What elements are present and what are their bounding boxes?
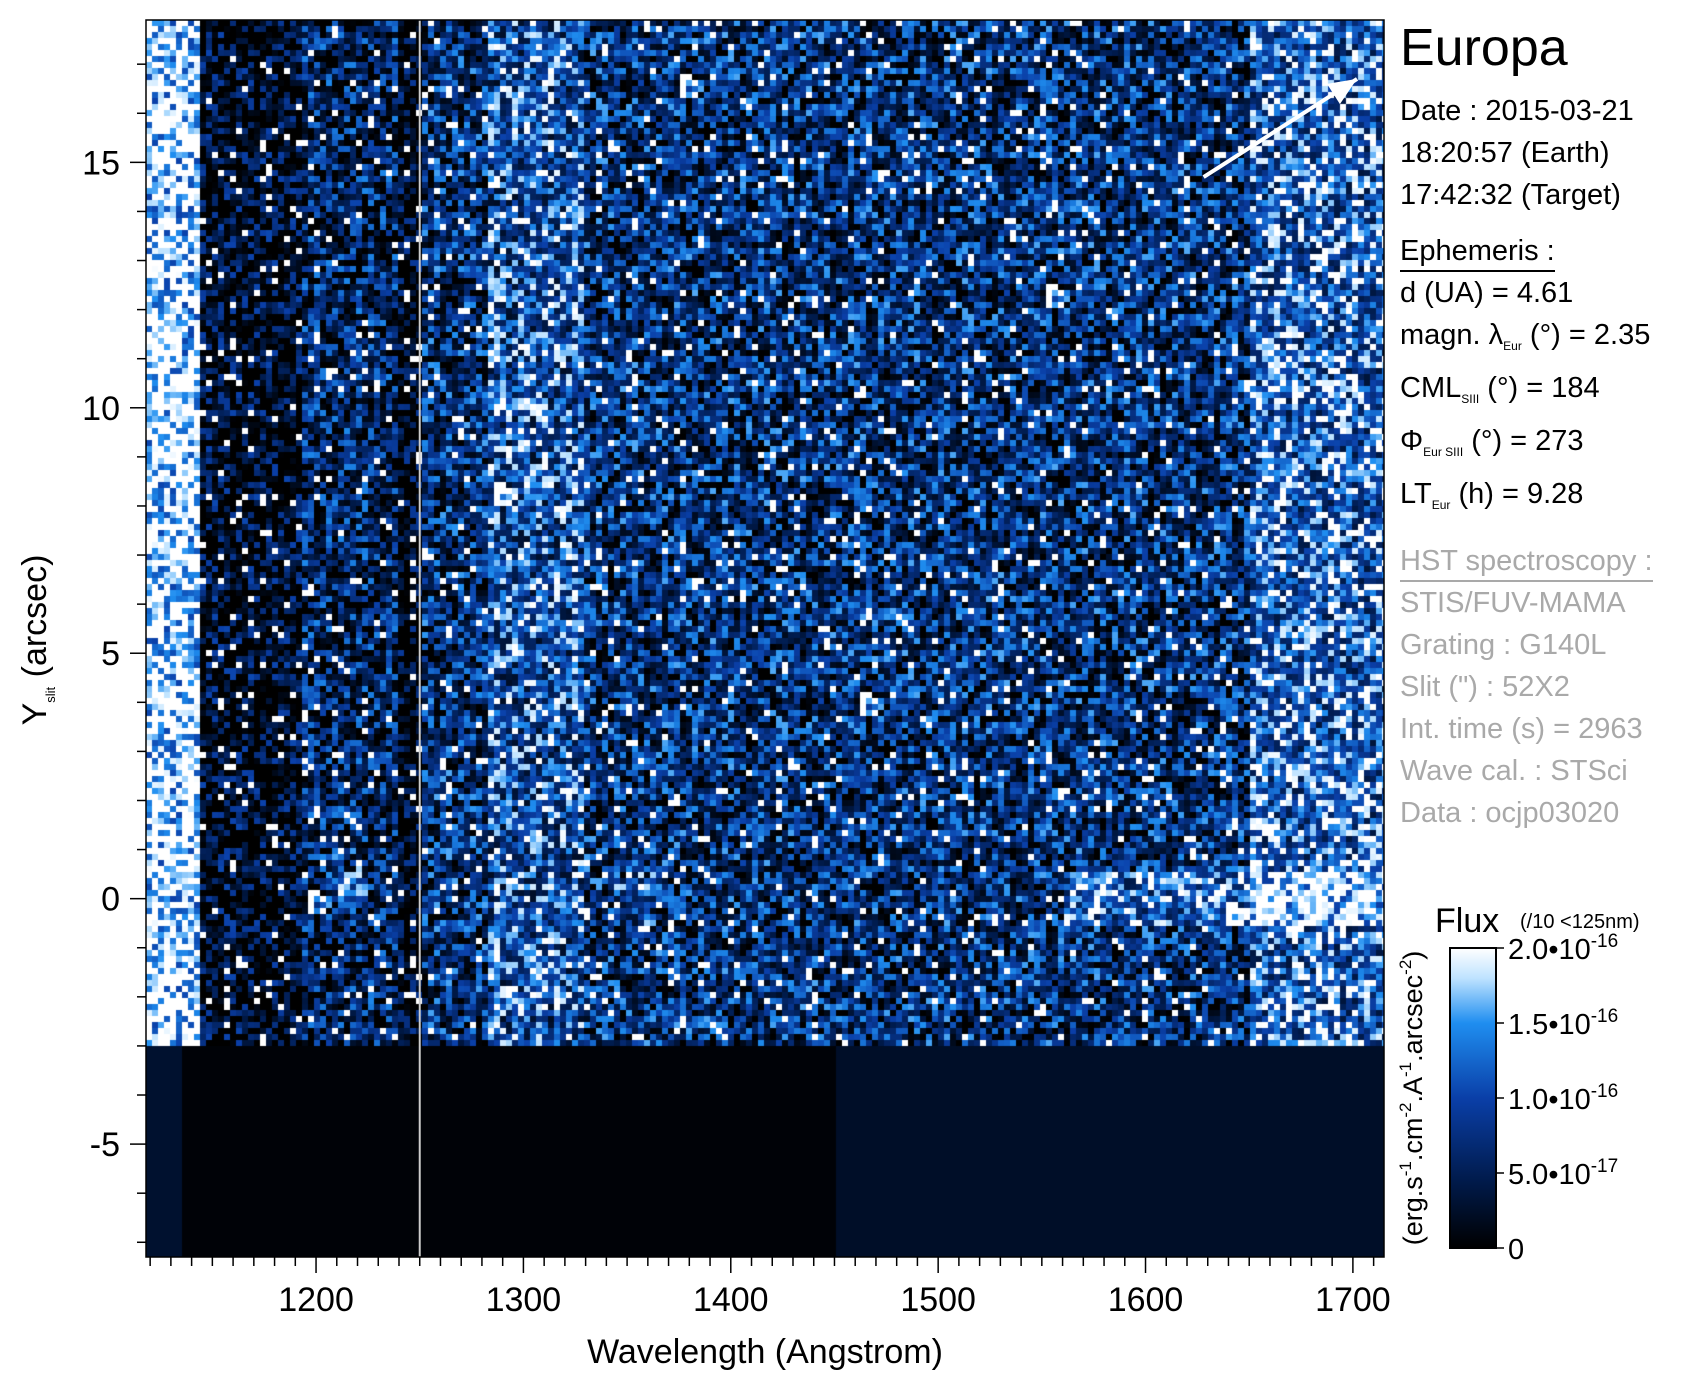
y-tick-label: 5 (101, 635, 120, 673)
observation-date: Date : 2015-03-21 (1400, 95, 1634, 127)
heatmap-image (146, 20, 1384, 1257)
x-tick-label: 1600 (1108, 1281, 1184, 1319)
colorbar-gradient (1449, 947, 1497, 1249)
colorbar-tick-label: 1.0•10-16 (1508, 1081, 1618, 1116)
colorbar-note: (/10 <125nm) (1520, 911, 1640, 933)
time-earth: 18:20:57 (Earth) (1400, 137, 1610, 169)
distance-ua: d (UA) = 4.61 (1400, 277, 1574, 309)
plot-border (145, 19, 1385, 1258)
magnetic-latitude-label: magn. λ (1400, 319, 1504, 351)
y-tick-label: 0 (101, 881, 120, 919)
colorbar-ticks: 0 5.0•10-17 1.0•10-16 1.5•10-16 2.0•10-16 (1496, 931, 1618, 1266)
colorbar-tick-label: 1.5•10-16 (1508, 1006, 1618, 1041)
y-axis-label: Yslit (arcsec) (16, 555, 58, 726)
lt-label: LT (1400, 478, 1432, 510)
slit: Slit (") : 52X2 (1400, 671, 1570, 703)
x-tick-label: 1500 (900, 1281, 976, 1319)
colorbar-tick-label: 2.0•10-16 (1508, 931, 1618, 966)
wavelength-calibration: Wave cal. : STSci (1400, 755, 1628, 787)
x-axis-label: Wavelength (Angstrom) (587, 1333, 943, 1371)
cml-label: CML (1400, 372, 1462, 404)
arrow-shaft (1202, 77, 1359, 179)
y-axis-label-main: Y (16, 703, 54, 726)
time-target: 17:42:32 (Target) (1400, 179, 1621, 211)
phi-value: (°) = 273 (1463, 425, 1584, 457)
colorbar-unit-label: (erg.s-1.cm-2.A-1.arcsec-2) (1396, 951, 1428, 1246)
cml-subscript: SIII (1461, 392, 1480, 406)
magnetic-latitude-value: (°) = 2.35 (1521, 319, 1651, 351)
magnetic-latitude-subscript: Eur (1503, 339, 1522, 353)
x-tick-label: 1300 (486, 1281, 562, 1319)
y-axis-label-subscript: slit (43, 686, 58, 702)
central-meridian-longitude: CMLSIII (°) = 184 (1400, 367, 1680, 420)
y-tick-label: -5 (90, 1126, 120, 1164)
x-tick-label: 1400 (693, 1281, 769, 1319)
phi-label: Φ (1400, 425, 1424, 457)
hst-header: HST spectroscopy : (1400, 542, 1653, 582)
x-tick-label: 1700 (1315, 1281, 1391, 1319)
cml-value: (°) = 184 (1479, 372, 1600, 404)
x-axis: 1200 1300 1400 1500 1600 1700 (149, 1257, 1391, 1319)
info-panel: Europa Date : 2015-03-21 18:20:57 (Earth… (1400, 18, 1680, 834)
lt-subscript: Eur (1431, 498, 1451, 512)
local-time: LTEur (h) = 9.28 (1400, 473, 1680, 526)
colorbar-tick-label: 0 (1508, 1234, 1524, 1266)
ephemeris-header: Ephemeris : (1400, 232, 1555, 272)
phi-subscript: Eur SIII (1423, 445, 1464, 459)
colorbar: Flux (/10 <125nm) (erg.s-1.cm-2.A-1.arcs… (1396, 902, 1640, 1266)
integration-time: Int. time (s) = 2963 (1400, 713, 1643, 745)
flux-heatmap (146, 20, 1384, 1257)
y-axis-label-rest: (arcsec) (16, 555, 54, 687)
magnetic-latitude: magn. λEur (°) = 2.35 (1400, 314, 1680, 367)
direction-arrow (1202, 77, 1359, 179)
lt-value: (h) = 9.28 (1450, 478, 1584, 510)
arrow-head (1326, 78, 1358, 105)
colorbar-tick-label: 5.0•10-17 (1508, 1156, 1618, 1191)
dataset-id: Data : ocjp03020 (1400, 797, 1620, 829)
y-tick-label: 10 (82, 390, 120, 428)
grating: Grating : G140L (1400, 629, 1607, 661)
y-tick-label: 15 (82, 144, 120, 182)
plot-frame (145, 19, 1385, 1258)
x-tick-label: 1200 (278, 1281, 354, 1319)
europa-longitude: ΦEur SIII (°) = 273 (1400, 420, 1680, 473)
target-name: Europa (1400, 19, 1568, 77)
instrument: STIS/FUV-MAMA (1400, 587, 1626, 619)
colorbar-title: Flux (1435, 902, 1499, 940)
y-axis: -5 0 5 10 15 (82, 63, 146, 1244)
